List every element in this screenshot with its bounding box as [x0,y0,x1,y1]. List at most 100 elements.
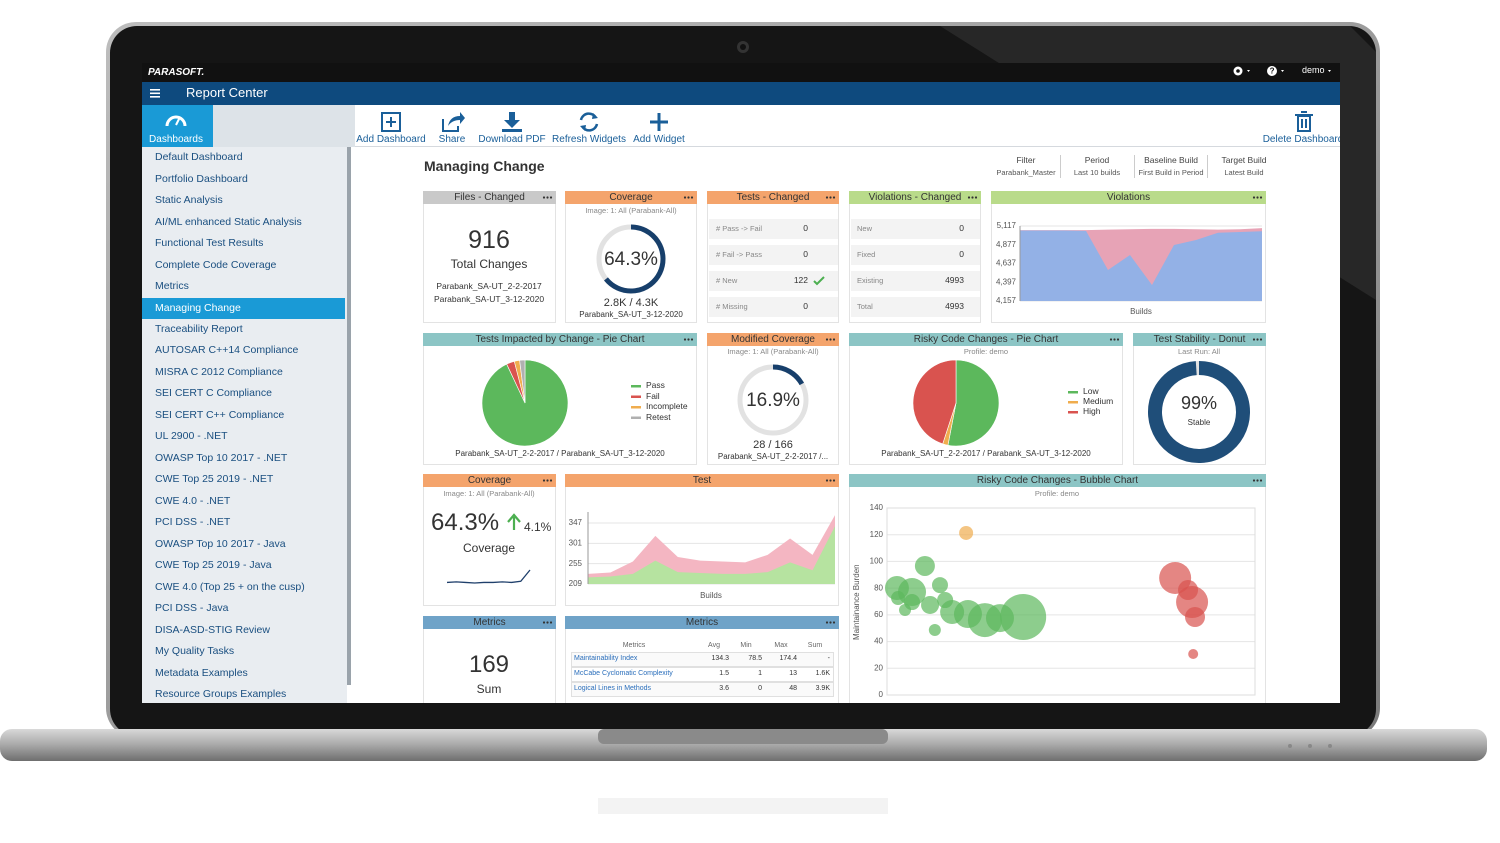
widget-header [1133,333,1266,346]
filter-value[interactable]: Parabank_Master [996,168,1056,178]
dashboards-button[interactable] [142,105,213,147]
plot-border [886,507,1256,696]
widget-header [423,474,556,487]
settings-icon[interactable] [1233,66,1251,76]
toolbar-icon[interactable] [502,112,522,132]
nav-item[interactable]: CWE 4.0 - .NET [155,494,231,507]
nav-item[interactable]: Static Analysis [155,194,223,207]
column-header: Min [740,642,752,650]
table-cell[interactable]: Logical Lines in Methods [574,685,652,693]
legend-swatch [631,406,641,409]
y-tick-label: 347 [569,518,583,527]
nav-item[interactable]: Default Dashboard [155,151,243,164]
widget-header [565,474,839,487]
toolbar-icon[interactable] [442,112,465,132]
widget-subtitle: Profile: demo [963,347,1009,357]
widget-subtitle: Image: 1: All (Parabank-All) [585,206,677,216]
table-row [851,297,980,317]
nav-item[interactable]: Traceability Report [155,323,243,335]
delete-icon[interactable] [1295,111,1313,132]
y-tick-label: 209 [569,579,583,588]
table-cell: - [827,655,830,663]
widget-menu[interactable] [825,620,836,625]
nav-item[interactable]: OWASP Top 10 2017 - .NET [155,451,288,464]
legend-label: Medium [1083,396,1114,407]
laptop-base [0,729,1487,761]
toolbar-action[interactable]: Download PDF [478,133,546,145]
table-cell[interactable]: Maintainability Index [574,655,638,663]
nav-item[interactable]: Portfolio Dashboard [155,172,248,185]
row-label: # New [716,276,738,286]
build-name: Parabank_SA-UT_3-12-2020 [579,309,683,319]
widget-title: Coverage [609,192,653,203]
toolbar-action[interactable]: Add Widget [633,133,685,145]
row-label: Total [857,302,873,312]
caret [1328,70,1331,72]
delete-dashboard[interactable]: Delete Dashboard [1262,133,1340,145]
filter-label[interactable]: Baseline Build [1144,155,1198,166]
widget-menu[interactable] [542,620,553,625]
nav-item[interactable]: AI/ML enhanced Static Analysis [155,215,302,228]
help-icon[interactable]: ? [1267,66,1284,76]
filter-label[interactable]: Target Build [1221,155,1267,166]
widget-menu[interactable] [1252,337,1263,342]
filter-value[interactable]: Last 10 builds [1073,168,1121,178]
filter-label[interactable]: Filter [1016,155,1036,166]
widget-menu[interactable] [825,195,836,200]
table-cell: 48 [789,685,797,693]
app-title: Report Center [186,84,268,100]
nav-item[interactable]: UL 2900 - .NET [155,430,228,443]
nav-item[interactable]: MISRA C 2012 Compliance [155,365,283,378]
bubble [891,591,906,606]
nav-item[interactable]: Managing Change [155,301,241,314]
toolbar-icon[interactable] [650,113,668,131]
nav-item[interactable]: CWE 4.0 (Top 25 + on the cusp) [155,580,305,593]
widget-menu[interactable] [967,195,978,200]
dashboards-label[interactable]: Dashboards [149,133,203,145]
toolbar-icon[interactable] [579,112,599,132]
widget-menu[interactable] [825,337,836,342]
donut-label: Stable [1187,417,1211,427]
widget-menu[interactable] [825,478,836,483]
pie-chart [481,359,641,447]
nav-item-active[interactable] [142,297,345,319]
filter-value[interactable]: First Build in Period [1138,168,1204,178]
widget-menu[interactable] [1252,195,1263,200]
bubble [1000,593,1047,640]
user-menu[interactable]: demo [1302,65,1325,76]
toolbar-icon[interactable] [381,112,401,132]
nav-item[interactable]: DISA-ASD-STIG Review [155,623,270,636]
nav-item[interactable]: My Quality Tasks [155,645,235,658]
filter-label[interactable]: Period [1084,155,1110,166]
y-tick-label: 40 [874,637,883,646]
widget-header [849,191,981,204]
nav-item[interactable]: Metrics [155,280,189,293]
nav-item[interactable]: PCI DSS - Java [155,602,229,615]
widget-menu[interactable] [1252,478,1263,483]
widget-menu[interactable] [1109,337,1120,342]
nav-item[interactable]: Functional Test Results [155,237,264,250]
nav-item[interactable]: Resource Groups Examples [155,688,287,701]
nav-item[interactable]: OWASP Top 10 2017 - Java [155,537,286,550]
nav-item[interactable]: Metadata Examples [155,666,248,679]
nav-item[interactable]: Complete Code Coverage [155,258,277,271]
nav-item[interactable]: SEI CERT C Compliance [155,387,272,400]
widget-menu[interactable] [683,195,694,200]
nav-item[interactable]: SEI CERT C++ Compliance [155,408,285,421]
filter-value[interactable]: Latest Build [1224,168,1264,178]
widget-menu[interactable] [542,195,553,200]
toolbar-action[interactable]: Add Dashboard [356,133,426,145]
toolbar-action[interactable]: Share [438,133,466,145]
nav-item[interactable]: AUTOSAR C++14 Compliance [155,344,299,357]
menu-icon[interactable] [150,89,160,98]
legend-swatch [631,385,641,388]
table-row [571,681,834,697]
nav-item[interactable]: CWE Top 25 2019 - Java [155,559,272,572]
nav-item[interactable]: PCI DSS - .NET [155,516,231,529]
widget-menu[interactable] [683,337,694,342]
widget-title: Coverage [467,475,512,486]
toolbar-action[interactable]: Refresh Widgets [552,133,626,145]
nav-item[interactable]: CWE Top 25 2019 - .NET [155,473,274,486]
table-cell[interactable]: McCabe Cyclomatic Complexity [574,670,673,678]
widget-menu[interactable] [542,478,553,483]
